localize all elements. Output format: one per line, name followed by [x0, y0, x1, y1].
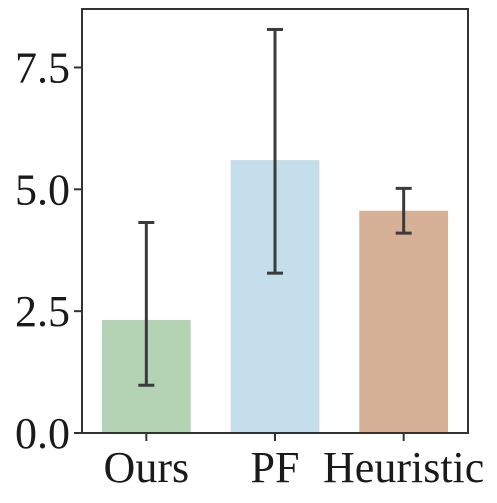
- y-tick-label: 0.0: [15, 409, 70, 458]
- x-tick-label-heuristic: Heuristic: [323, 443, 484, 492]
- error-bar-pf: [267, 27, 283, 275]
- error-bar-heuristic: [395, 186, 412, 235]
- error-bar-ours: [138, 220, 155, 387]
- y-axis: 0.0 2.5 5.0 7.5: [15, 43, 82, 458]
- y-tick-label: 2.5: [15, 287, 70, 336]
- bar-heuristic: [359, 210, 449, 433]
- error-bars-layer: [138, 27, 412, 387]
- y-tick-label: 5.0: [15, 165, 70, 214]
- x-axis: Ours PF Heuristic: [104, 433, 484, 492]
- x-tick-label-pf: PF: [251, 443, 300, 492]
- x-tick-label-ours: Ours: [104, 443, 190, 492]
- y-tick-label: 7.5: [15, 43, 70, 92]
